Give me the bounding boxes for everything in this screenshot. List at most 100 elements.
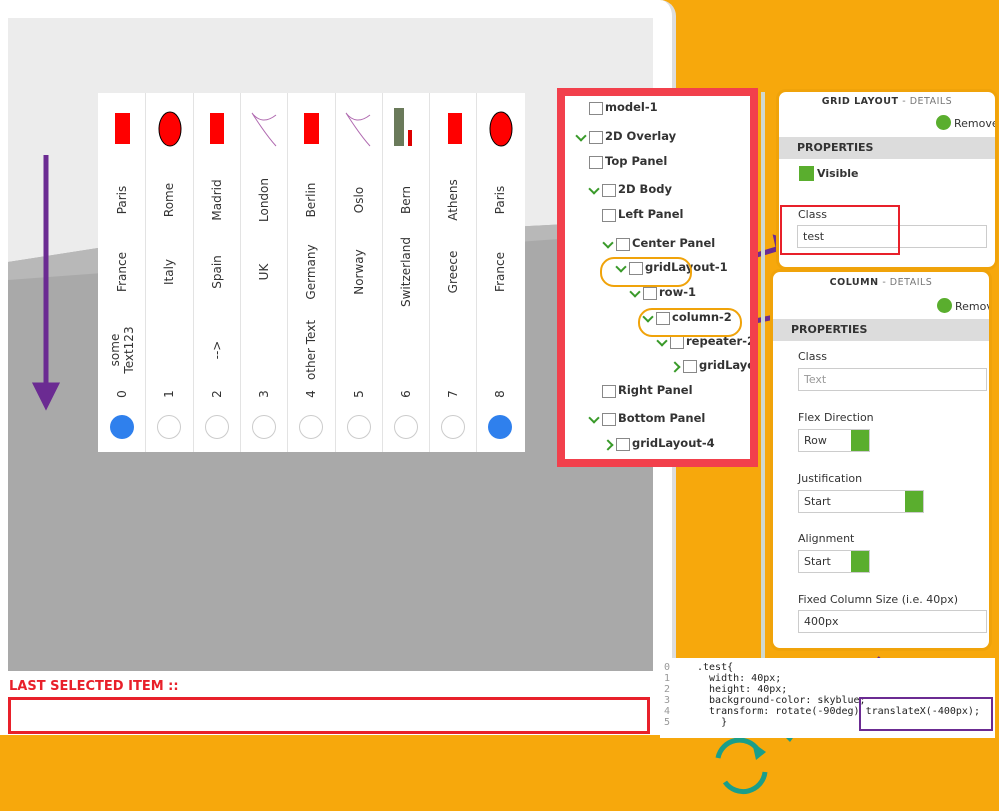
index: 3: [256, 390, 271, 398]
remove-button[interactable]: Remove: [955, 300, 989, 313]
alignment-select[interactable]: Start: [798, 550, 870, 573]
column-size-input[interactable]: 400px: [798, 610, 987, 633]
line-number: 3: [664, 695, 671, 706]
select-radio[interactable]: [393, 415, 418, 439]
cycle-arc: [715, 737, 761, 759]
index: 7: [446, 390, 461, 398]
line-number: 2: [664, 684, 671, 695]
index: 5: [351, 390, 366, 398]
select-button[interactable]: [905, 491, 923, 512]
expand-chevron[interactable]: [602, 439, 614, 451]
index: 2: [209, 390, 224, 398]
node-icon: [589, 131, 603, 144]
justification-select[interactable]: Start: [798, 490, 924, 513]
field-label: Class: [798, 350, 827, 363]
city: Madrid: [209, 179, 224, 221]
select-radio[interactable]: [110, 415, 134, 439]
selected-oval: [638, 308, 742, 337]
tree-node[interactable]: gridLayout-4: [632, 436, 715, 450]
node-icon: [616, 238, 630, 251]
index: 0: [115, 390, 129, 398]
column-divider: [287, 93, 289, 452]
field-label: Flex Direction: [798, 411, 874, 424]
city: Bern: [398, 186, 413, 214]
expand-chevron[interactable]: [588, 412, 600, 424]
column-divider: [429, 93, 431, 452]
remove-icon[interactable]: [936, 115, 951, 130]
node-icon: [602, 385, 616, 398]
select-radio[interactable]: [299, 415, 324, 439]
tree-node[interactable]: 2D Overlay: [605, 129, 677, 143]
select-button[interactable]: [851, 551, 869, 572]
expand-chevron[interactable]: [588, 183, 600, 195]
panel-header: GRID LAYOUT - DETAILS: [779, 96, 995, 107]
country: Norway: [351, 249, 366, 295]
remove-icon[interactable]: [937, 298, 952, 313]
select-radio[interactable]: [441, 415, 466, 439]
tree-node[interactable]: 2D Body: [618, 182, 672, 196]
class-input[interactable]: test: [797, 225, 987, 248]
field-label: Justification: [798, 472, 863, 485]
node-icon: [602, 209, 616, 222]
node-icon: [602, 413, 616, 426]
select-radio[interactable]: [346, 415, 371, 439]
flex-direction-select[interactable]: Row: [798, 429, 870, 452]
cycle-arc: [722, 771, 768, 794]
panel-title: GRID LAYOUT: [821, 96, 899, 107]
tree-node[interactable]: Left Panel: [618, 207, 684, 221]
node-icon: [589, 102, 603, 115]
tree-node[interactable]: model-1: [605, 100, 658, 114]
select-radio[interactable]: [488, 415, 513, 439]
tree-node[interactable]: repeater-2: [686, 334, 756, 348]
expand-chevron[interactable]: [575, 130, 587, 142]
class-input[interactable]: Text: [798, 368, 987, 391]
section-bar[interactable]: PROPERTIES: [779, 137, 995, 159]
tree-node[interactable]: row-1: [659, 285, 696, 299]
tree-frame: model-1 2D Overlay Top Panel 2D Body Left Pa…: [557, 88, 758, 467]
panel-subtitle: - DETAILS: [902, 96, 953, 107]
last-selected-box[interactable]: [8, 697, 650, 734]
line-number: 4: [664, 706, 671, 717]
code-line: transform: rotate(-90deg) translateX(-40…: [697, 706, 980, 717]
select-radio[interactable]: [157, 415, 182, 439]
expand-chevron[interactable]: [629, 286, 641, 298]
item-text: some Text123: [108, 326, 136, 374]
select-radio[interactable]: [204, 415, 229, 439]
city: Paris: [115, 185, 129, 215]
last-selected-label: LAST SELECTED ITEM ::: [9, 679, 179, 694]
section-bar[interactable]: PROPERTIES: [773, 319, 989, 341]
index: 6: [398, 390, 413, 398]
node-icon: [589, 156, 603, 169]
city: Athens: [446, 179, 461, 221]
visible-checkbox[interactable]: [799, 166, 814, 181]
field-label: Alignment: [798, 532, 855, 545]
select-value: Start: [804, 495, 831, 508]
country: Greece: [446, 250, 461, 294]
tree-node[interactable]: Right Panel: [618, 383, 693, 397]
tree-node[interactable]: Center Panel: [632, 236, 716, 250]
expand-chevron[interactable]: [656, 335, 668, 347]
tree-node[interactable]: column-2: [672, 310, 732, 324]
line-number: 1: [664, 673, 671, 684]
line-number: 0: [664, 662, 671, 673]
expand-chevron[interactable]: [602, 237, 614, 249]
tree-node[interactable]: Bottom Panel: [618, 411, 706, 425]
column-divider: [192, 93, 194, 452]
remove-button[interactable]: Remove: [954, 117, 998, 130]
country: UK: [256, 263, 271, 281]
tree-node[interactable]: gridLayout-3: [699, 358, 756, 372]
select-button[interactable]: [851, 430, 869, 451]
tree-node[interactable]: Top Panel: [605, 154, 668, 168]
code-line: height: 40px;: [697, 684, 788, 695]
node-icon: [643, 287, 657, 300]
code-line: width: 40px;: [697, 673, 782, 684]
country: Spain: [209, 255, 224, 289]
code-highlight: [859, 697, 993, 731]
select-radio[interactable]: [251, 415, 276, 439]
selected-oval: [600, 257, 692, 287]
line-number: 5: [664, 717, 671, 728]
field-label: Fixed Column Size (i.e. 40px): [798, 593, 959, 606]
country: France: [115, 252, 129, 292]
expand-chevron[interactable]: [669, 361, 681, 373]
